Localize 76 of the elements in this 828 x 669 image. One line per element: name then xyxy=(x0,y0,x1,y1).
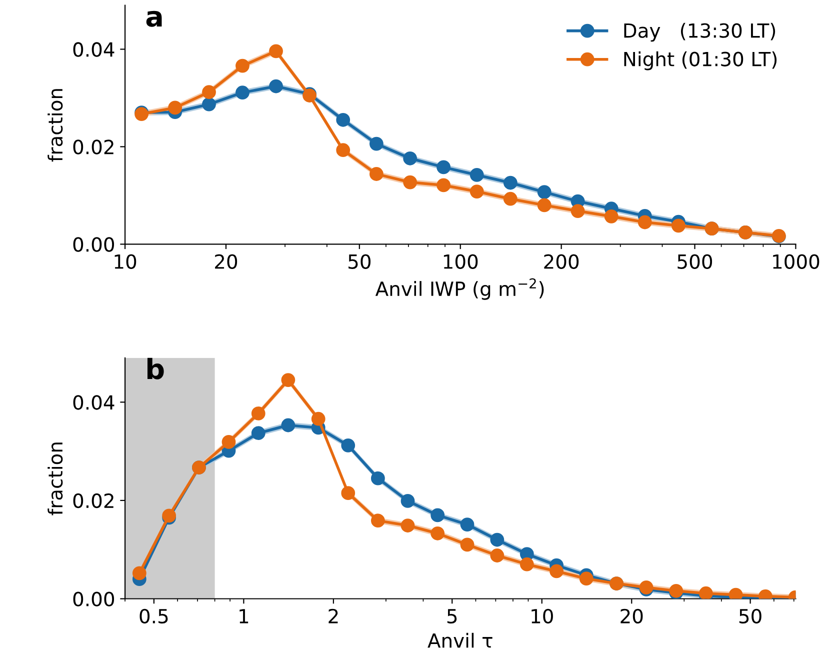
y-tick-label: 0.00 xyxy=(73,592,114,606)
point xyxy=(371,471,385,486)
point xyxy=(436,178,451,192)
x-tick-label: 20 xyxy=(215,254,238,269)
point xyxy=(403,175,418,190)
x-tick-label: 100 xyxy=(444,254,478,269)
x-tick-label: 50 xyxy=(739,608,762,624)
point xyxy=(281,373,296,387)
point xyxy=(503,192,518,206)
y-tick-label: 0.04 xyxy=(73,42,114,57)
y-axis-title: fraction xyxy=(48,442,63,516)
point xyxy=(403,151,418,166)
point xyxy=(251,426,266,440)
point xyxy=(400,518,415,532)
x-tick-label: 0.5 xyxy=(140,608,168,624)
point xyxy=(236,58,250,73)
point xyxy=(168,100,182,115)
point xyxy=(436,160,451,174)
x-tick-label: 10 xyxy=(532,608,553,624)
point xyxy=(671,218,686,233)
point xyxy=(537,185,552,199)
point xyxy=(202,97,216,112)
point xyxy=(470,168,484,182)
point xyxy=(371,514,385,528)
point xyxy=(638,215,652,230)
x-tick-label: 5 xyxy=(447,609,457,624)
point xyxy=(336,143,350,158)
y-axis-title: fraction xyxy=(48,89,63,162)
legend-label: Night (01:30 LT) xyxy=(624,51,777,70)
x-tick-label: 1 xyxy=(240,609,248,624)
point xyxy=(699,586,713,599)
point xyxy=(537,198,552,212)
point xyxy=(132,566,146,580)
point xyxy=(370,167,384,181)
point xyxy=(570,204,585,218)
x-tick-label: 500 xyxy=(678,254,712,269)
point xyxy=(400,494,415,508)
point xyxy=(430,526,445,540)
point xyxy=(341,438,356,452)
point xyxy=(604,209,618,224)
point xyxy=(490,532,504,547)
chart-title: a xyxy=(146,10,162,27)
point xyxy=(336,112,350,127)
point xyxy=(281,418,296,432)
point xyxy=(490,548,504,562)
y-tick-label: 0.00 xyxy=(73,237,114,252)
point xyxy=(460,518,474,532)
chart-title: b xyxy=(147,358,164,380)
x-axis-title: Anvil IWP (g m$^{−2}$) xyxy=(375,278,544,300)
point xyxy=(460,538,474,552)
x-tick-label: 1000 xyxy=(773,254,820,269)
x-tick-label: 200 xyxy=(544,254,579,269)
point xyxy=(550,564,564,578)
y-tick-label: 0.02 xyxy=(73,493,114,508)
point xyxy=(311,412,326,426)
point xyxy=(222,435,236,449)
point xyxy=(251,406,266,420)
point xyxy=(579,572,594,586)
point xyxy=(520,557,534,572)
x-axis-title: Anvil τ xyxy=(428,632,492,648)
point xyxy=(430,508,445,522)
point xyxy=(370,136,384,151)
y-tick-label: 0.04 xyxy=(73,395,114,410)
y-tick-label: 0.02 xyxy=(73,140,114,154)
x-tick-label: 50 xyxy=(348,254,370,269)
point xyxy=(269,44,283,58)
point xyxy=(202,85,216,100)
point xyxy=(341,486,356,500)
point xyxy=(269,79,283,94)
point xyxy=(503,176,518,190)
point xyxy=(470,184,484,198)
x-tick-label: 20 xyxy=(620,608,643,624)
x-tick-label: 2 xyxy=(328,608,338,624)
legend-label: Day (13:30 LT) xyxy=(624,22,776,42)
x-tick-label: 10 xyxy=(114,254,136,269)
point xyxy=(236,86,250,100)
